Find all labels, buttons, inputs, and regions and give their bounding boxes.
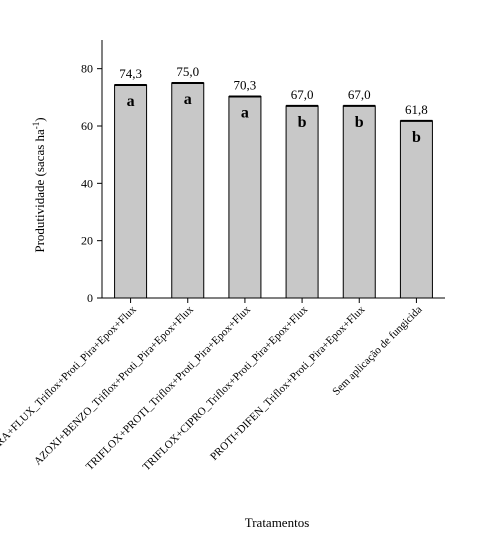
bar <box>114 84 148 299</box>
bar <box>285 105 319 299</box>
significance-letter: a <box>241 104 249 121</box>
significance-letter: b <box>355 114 364 131</box>
y-tick-label: 60 <box>81 119 93 133</box>
y-tick-label: 80 <box>81 62 93 76</box>
bars <box>114 82 433 299</box>
value-label: 61,8 <box>405 102 428 117</box>
y-axis-title-sup: -1 <box>31 122 41 130</box>
value-label: 67,0 <box>348 87 371 102</box>
bar <box>171 82 205 299</box>
significance-letter: a <box>184 91 192 108</box>
y-axis-title-main: Produtividade (sacas ha <box>32 129 47 253</box>
value-label: 74,3 <box>119 66 142 81</box>
significance-letter: a <box>127 93 135 110</box>
bar <box>342 105 376 299</box>
y-tick-label: 0 <box>87 291 93 305</box>
significance-letter: b <box>412 129 421 146</box>
axes: 0 20 40 60 80 <box>81 40 445 305</box>
bar <box>228 95 262 299</box>
value-label: 75,0 <box>176 64 199 79</box>
y-axis-title-end: ) <box>32 117 47 121</box>
bar <box>399 120 433 299</box>
value-label: 67,0 <box>291 87 314 102</box>
significance-letter: b <box>298 114 307 131</box>
y-tick-label: 20 <box>81 234 93 248</box>
y-tick-label: 40 <box>81 176 93 190</box>
value-label: 70,3 <box>234 77 257 92</box>
x-axis-title: Tratamentos <box>245 515 310 530</box>
y-axis-title: Produtividade (sacas ha-1) <box>31 117 47 252</box>
